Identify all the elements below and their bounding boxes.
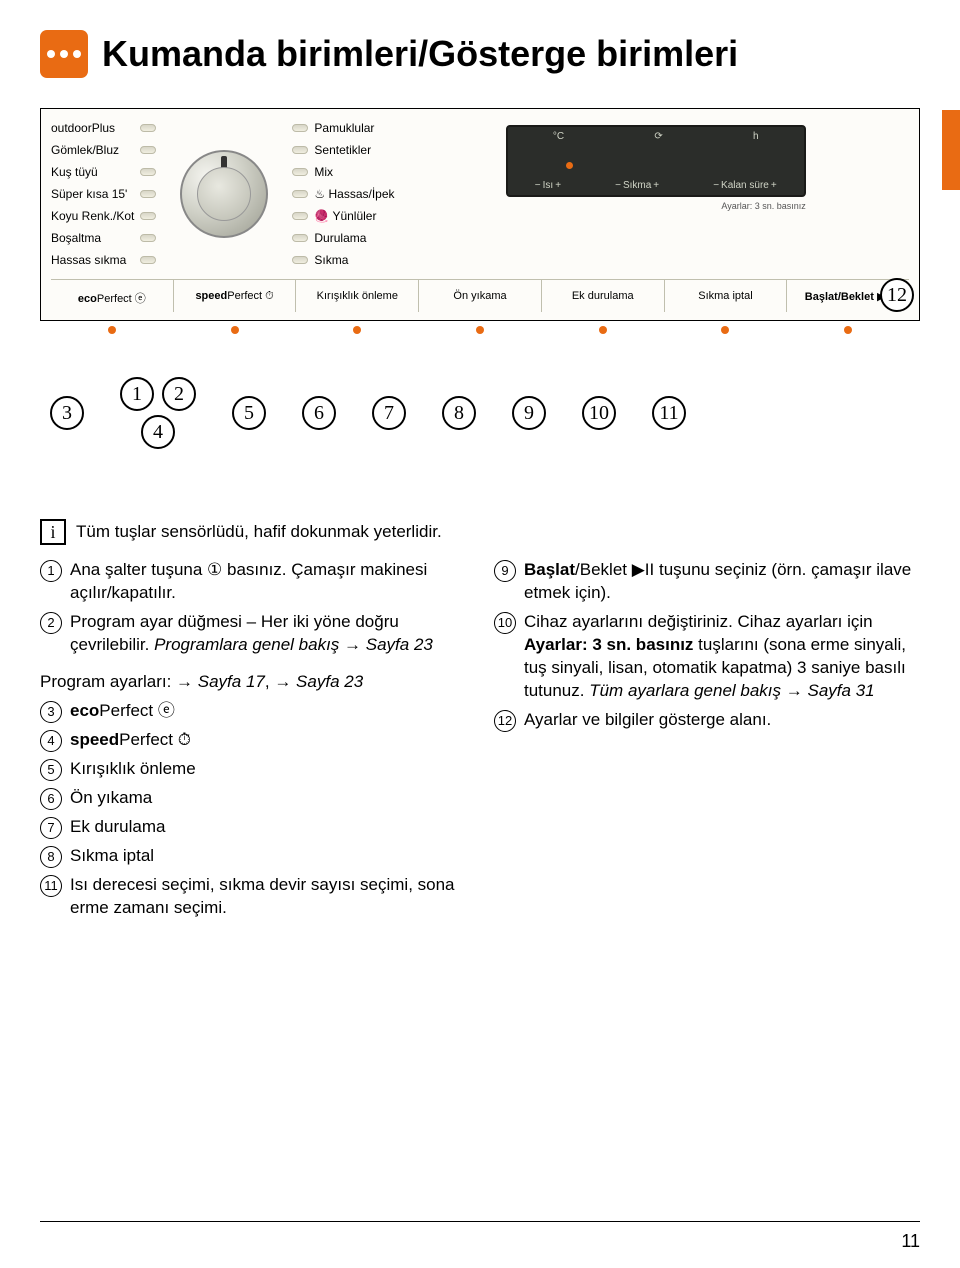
lcd-isi: Isı (543, 180, 554, 191)
panel-button: ecoPerfect ⓔ (51, 280, 174, 312)
lcd-label-spin-icon: ⟳ (654, 131, 662, 142)
callout-number-row: 3 1 2 4 5 6 7 8 9 10 11 (40, 377, 920, 449)
callout-8: 8 (442, 396, 476, 430)
control-panel-illustration: outdoorPlus Gömlek/Bluz Kuş tüyü Süper kısa… (40, 108, 920, 321)
programs-left: outdoorPlus Gömlek/Bluz Kuş tüyü Süper kısa… (51, 119, 156, 269)
callout-1: 1 (120, 377, 154, 411)
list-entry: 12Ayarlar ve bilgiler gösterge alanı. (494, 709, 920, 732)
lcd-kalan: Kalan süre (721, 180, 769, 191)
program-item: Süper kısa 15' (51, 185, 156, 203)
program-settings-intro: Program ayarları: → Sayfa 17, → Sayfa 23 (40, 671, 466, 694)
callout-2: 2 (162, 377, 196, 411)
list-entry: 3ecoPerfect ⓔ (40, 700, 466, 723)
page-number: 11 (901, 1231, 920, 1252)
callout-4: 4 (141, 415, 175, 449)
callout-11: 11 (652, 396, 686, 430)
program-item: ♨ Hassas/İpek (292, 185, 394, 203)
callout-5: 5 (232, 396, 266, 430)
list-entry: 11Isı derecesi seçimi, sıkma devir sayıs… (40, 874, 466, 920)
program-item: Boşaltma (51, 229, 156, 247)
list-entry: 7Ek durulama (40, 816, 466, 839)
panel-button: Sıkma iptal (665, 280, 788, 312)
list-entry: 1Ana şalter tuşuna ① basınız. Çamaşır ma… (40, 559, 466, 605)
left-column: 1Ana şalter tuşuna ① basınız. Çamaşır ma… (40, 559, 466, 926)
program-item: outdoorPlus (51, 119, 156, 137)
list-entry: 9Başlat/Beklet ▶II tuşunu seçiniz (örn. … (494, 559, 920, 605)
button-row: ecoPerfect ⓔspeedPerfect ⏱Kırışıklık önl… (51, 279, 909, 312)
body-text: i Tüm tuşlar sensörlüdü, hafif dokunmak … (40, 519, 920, 926)
programs-right: Pamuklular Sentetikler Mix ♨ Hassas/İpek 🧶 Y… (292, 119, 394, 269)
info-callout: i Tüm tuşlar sensörlüdü, hafif dokunmak … (40, 519, 920, 545)
callout-dot-11 (566, 162, 573, 169)
dial-area (164, 119, 284, 269)
program-item: Gömlek/Bluz (51, 141, 156, 159)
program-item: Mix (292, 163, 394, 181)
program-item: Sıkma (292, 251, 394, 269)
right-column: 9Başlat/Beklet ▶II tuşunu seçiniz (örn. … (494, 559, 920, 926)
lcd-sikma: Sıkma (623, 180, 651, 191)
display-area: °C ⟳ h −Isı+ −Sıkma+ −Kalan süre+ Ayarla… (403, 119, 909, 269)
callout-9: 9 (512, 396, 546, 430)
settings-hint: Ayarlar: 3 sn. basınız (506, 201, 806, 211)
program-dial (180, 150, 268, 238)
info-icon: i (40, 519, 66, 545)
list-entry: 2Program ayar düğmesi – Her iki yöne doğ… (40, 611, 466, 657)
panel-button: Ön yıkama (419, 280, 542, 312)
page-title: Kumanda birimleri/Gösterge birimleri (102, 33, 738, 75)
list-entry: 6Ön yıkama (40, 787, 466, 810)
list-entry: 4speedPerfect ⏱ (40, 729, 466, 752)
panel-button: Ek durulama (542, 280, 665, 312)
side-tab (942, 110, 960, 190)
callout-7: 7 (372, 396, 406, 430)
program-item: Kuş tüyü (51, 163, 156, 181)
program-item: Hassas sıkma (51, 251, 156, 269)
page-header: Kumanda birimleri/Gösterge birimleri (40, 30, 920, 78)
lcd-display: °C ⟳ h −Isı+ −Sıkma+ −Kalan süre+ (506, 125, 806, 197)
program-item: Sentetikler (292, 141, 394, 159)
header-icon (40, 30, 88, 78)
info-text: Tüm tuşlar sensörlüdü, hafif dokunmak ye… (76, 521, 442, 544)
lcd-label-c: °C (553, 131, 564, 142)
program-item: 🧶 Yünlüler (292, 207, 394, 225)
panel-button: Kırışıklık önleme (296, 280, 419, 312)
program-item: Koyu Renk./Kot (51, 207, 156, 225)
footer-rule (40, 1221, 920, 1222)
list-entry: 5Kırışıklık önleme (40, 758, 466, 781)
callout-6: 6 (302, 396, 336, 430)
panel-button: speedPerfect ⏱ (174, 280, 297, 312)
callout-3: 3 (50, 396, 84, 430)
lcd-label-h: h (753, 131, 759, 142)
program-item: Durulama (292, 229, 394, 247)
list-entry: 10Cihaz ayarlarını değiştiriniz. Cihaz a… (494, 611, 920, 703)
list-entry: 8Sıkma iptal (40, 845, 466, 868)
program-item: Pamuklular (292, 119, 394, 137)
callout-circle-12: 12 (880, 278, 914, 312)
callout-10: 10 (582, 396, 616, 430)
